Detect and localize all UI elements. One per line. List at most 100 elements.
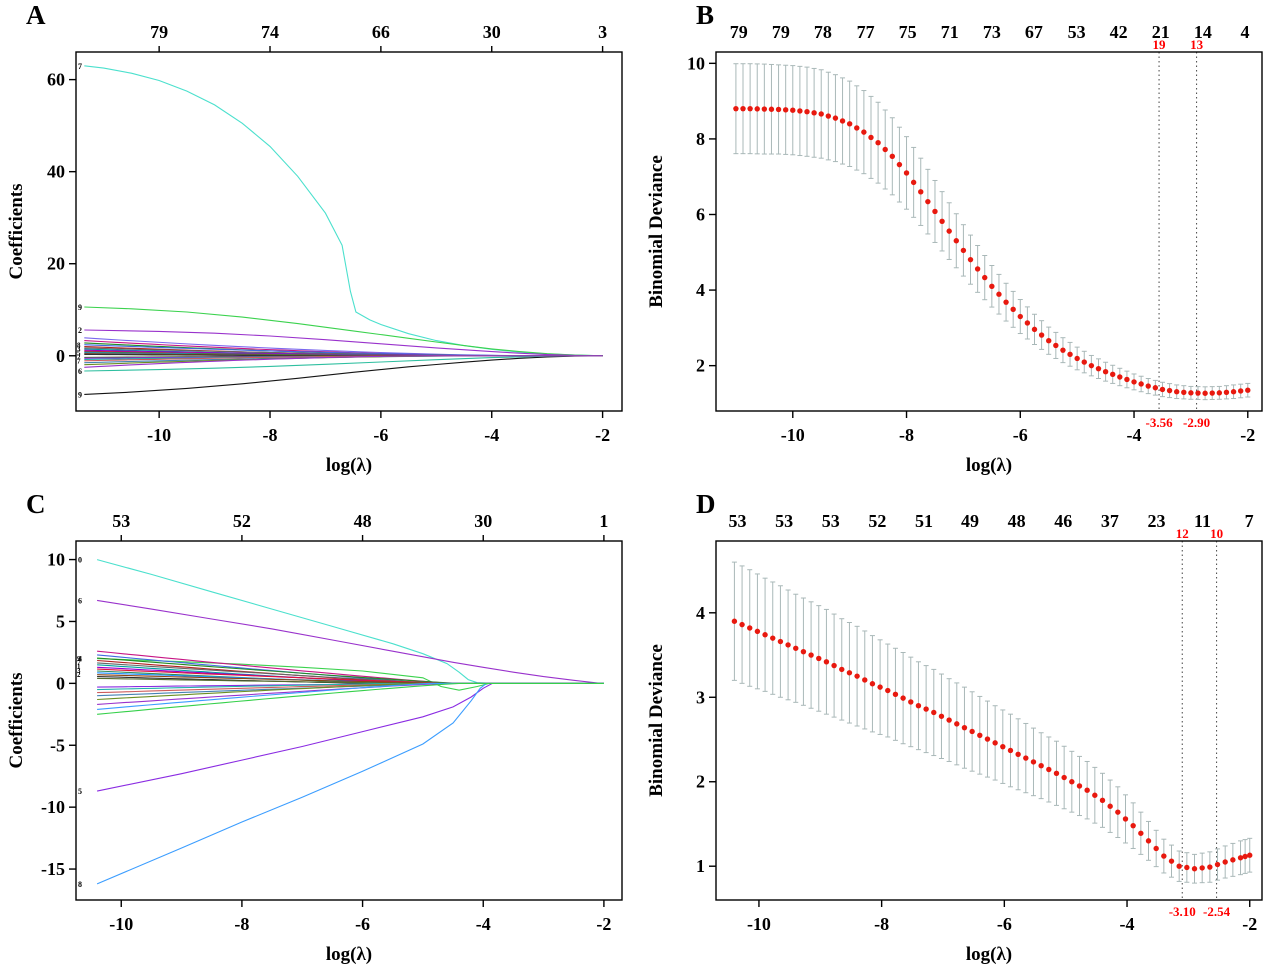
cv-point	[1237, 388, 1244, 394]
variable-index-label: 0	[78, 556, 82, 565]
cv-point	[1247, 852, 1253, 858]
cv-point	[761, 106, 768, 112]
cv-point	[1209, 390, 1215, 396]
cv-point	[961, 724, 968, 731]
top-axis-nvars-label: 78	[814, 22, 832, 42]
variable-index-label: 2	[77, 353, 81, 361]
cv-point	[775, 106, 782, 113]
cv-point	[1003, 299, 1009, 305]
coefficient-path	[97, 682, 604, 715]
plot-box	[715, 51, 1263, 412]
plot-box	[75, 51, 623, 412]
cv-point	[1060, 347, 1066, 353]
cv-point	[854, 673, 860, 679]
df-at-lambda-label: 12	[1176, 526, 1189, 541]
y-tick-label: 8	[696, 129, 705, 149]
panel-c: C 0 6 4 5 8 9 7 1 3 2 -10 -8 -6 -4 -2 -15 -10 -5 0 5 10 53 52 4…	[0, 489, 640, 978]
cv-point	[1138, 830, 1144, 836]
top-axis-nvars-label: 77	[857, 22, 875, 42]
log-lambda-value-label: -3.56	[1146, 415, 1174, 430]
log-lambda-value-label: -3.10	[1169, 904, 1196, 919]
variable-index-label: 9	[78, 390, 82, 399]
y-tick-label: 3	[696, 687, 705, 707]
cv-point	[1007, 747, 1014, 754]
cv-point	[1138, 381, 1144, 387]
x-tick-label: -6	[355, 914, 370, 934]
variable-index-label: 2	[78, 326, 82, 335]
y-tick-label: 4	[696, 603, 705, 623]
top-axis-nvars-label: 71	[941, 22, 959, 42]
cv-point	[1015, 751, 1021, 757]
cv-point	[1081, 359, 1087, 365]
cv-point	[1145, 838, 1152, 844]
cv-point	[782, 107, 789, 113]
variable-index-label: 1	[77, 663, 81, 671]
cv-point	[846, 670, 853, 676]
top-axis-nvars-label: 14	[1194, 22, 1212, 42]
cv-point	[969, 728, 975, 735]
cv-point	[804, 109, 810, 115]
x-tick-label: -4	[484, 425, 499, 445]
x-tick-label: -8	[263, 425, 278, 445]
x-tick-label: -6	[373, 425, 388, 445]
cv-point	[908, 699, 914, 705]
cv-point	[740, 105, 746, 112]
panel-a-letter: A	[26, 0, 46, 30]
cv-point	[1061, 774, 1067, 781]
y-tick-label: 2	[696, 356, 705, 376]
cv-point	[1237, 855, 1244, 861]
cv-point	[869, 681, 876, 687]
x-tick-label: -8	[899, 425, 914, 445]
top-axis-nvars-label: 53	[1068, 22, 1086, 42]
cv-point	[938, 713, 945, 719]
panel-d: D 12 -3.10 10 -2.54 -10 -8 -6 -4 -2 1 2 3 4 53 53 53 52 5…	[640, 489, 1280, 978]
cv-point	[811, 110, 817, 116]
cv-point	[818, 111, 824, 117]
cv-point	[777, 638, 784, 645]
x-axis-title: log(λ)	[326, 455, 372, 476]
cv-point	[731, 618, 738, 624]
log-lambda-value-label: -2.54	[1203, 904, 1231, 919]
cv-point	[790, 107, 796, 113]
cv-point	[984, 736, 991, 742]
top-axis-nvars-label: 37	[1101, 511, 1119, 531]
cv-point	[1017, 313, 1023, 320]
panel-b-letter: B	[696, 0, 715, 30]
y-tick-label: 4	[696, 280, 705, 300]
cv-point	[1173, 389, 1180, 395]
cv-point	[800, 648, 807, 655]
top-axis-nvars-label: 49	[961, 511, 979, 531]
cv-point	[1223, 389, 1230, 395]
y-tick-label: -10	[41, 797, 65, 817]
y-tick-label: 0	[56, 346, 65, 366]
coefficient-path	[97, 682, 604, 710]
top-axis-nvars-label: 23	[1147, 511, 1165, 531]
x-tick-label: -4	[1127, 425, 1142, 445]
variable-index-label: 2	[77, 671, 81, 679]
y-tick-label: 6	[696, 204, 705, 224]
cv-point	[903, 170, 910, 176]
cv-point	[992, 740, 998, 746]
cv-point	[1230, 857, 1236, 863]
panel-d-letter: D	[696, 489, 716, 519]
panel-c-letter: C	[26, 489, 46, 519]
cv-point	[797, 108, 803, 114]
cv-point	[1024, 320, 1031, 326]
cv-point	[832, 115, 839, 121]
variable-index-label: 3	[77, 345, 81, 353]
top-axis-nvars-label: 30	[474, 511, 492, 531]
top-axis-nvars-label: 79	[772, 22, 790, 42]
log-lambda-value-label: -2.90	[1183, 415, 1210, 430]
cv-point	[932, 208, 938, 215]
cv-point	[1191, 866, 1198, 872]
cv-point	[1099, 797, 1106, 804]
top-axis-nvars-label: 11	[1194, 511, 1211, 531]
top-axis-nvars-label: 53	[775, 511, 793, 531]
cv-point	[823, 659, 830, 665]
